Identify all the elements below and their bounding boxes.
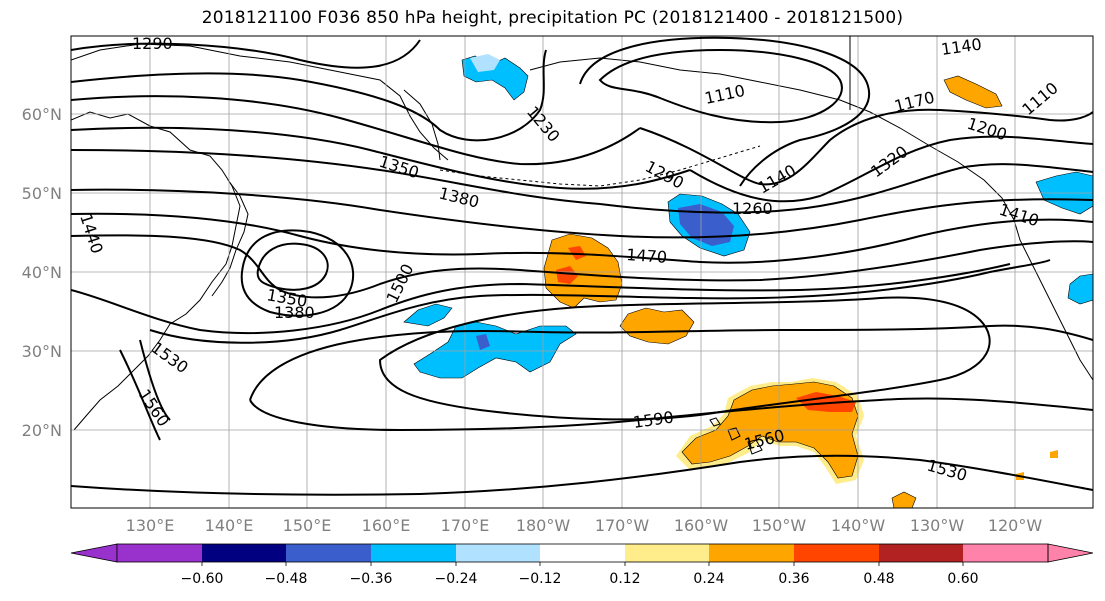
map-title: 2018121100 F036 850 hPa height, precipit… xyxy=(201,8,904,28)
lon-label: 140°W xyxy=(831,516,886,535)
colorbar-extend-min xyxy=(70,543,118,563)
precip-negative-area xyxy=(470,54,500,72)
lon-label: 150°W xyxy=(752,516,807,535)
lon-label: 160°E xyxy=(362,516,411,535)
height-contour xyxy=(119,349,161,441)
precip-negative-area xyxy=(1067,273,1093,305)
height-contour xyxy=(639,108,1093,186)
lon-label: 130°W xyxy=(910,516,965,535)
coastline-hawaii xyxy=(709,417,763,455)
precip-positive-area xyxy=(1050,450,1058,458)
height-contour xyxy=(71,454,1093,496)
colorbar-segment xyxy=(371,544,456,562)
height-contour xyxy=(71,49,547,142)
colorbar: −0.60 −0.48 −0.36 −0.24 −0.12 0.12 0.24 … xyxy=(70,543,1094,587)
lat-label: 40°N xyxy=(22,263,62,282)
height-contour xyxy=(71,263,1011,335)
height-contour xyxy=(689,135,1093,203)
colorbar-tick-label: −0.36 xyxy=(350,571,393,587)
height-contour xyxy=(249,397,1093,432)
height-contour xyxy=(71,234,1093,299)
precip-positive-area xyxy=(543,233,623,309)
precip-positive-core xyxy=(556,266,578,284)
colorbar-frame xyxy=(116,543,1049,563)
height-contour xyxy=(71,212,1093,264)
colorbar-tick-labels: −0.60 −0.48 −0.36 −0.24 −0.12 0.12 0.24 … xyxy=(181,571,979,587)
coastline-aleutians xyxy=(439,145,761,187)
height-contour xyxy=(599,163,1093,214)
contour-label: 1380 xyxy=(274,303,315,322)
height-contour xyxy=(378,296,991,421)
precip-positive-core xyxy=(796,392,856,412)
lat-labels: 60°N 50°N 40°N 30°N 20°N xyxy=(22,105,62,440)
precip-negative-area xyxy=(413,321,577,379)
precip-positive-area xyxy=(891,491,917,508)
precip-negative-core xyxy=(678,204,734,246)
height-contour xyxy=(139,339,171,421)
lat-label: 60°N xyxy=(22,105,62,124)
colorbar-segment xyxy=(963,544,1048,562)
lon-label: 120°W xyxy=(988,516,1043,535)
precip-negative-core xyxy=(476,334,490,350)
plot-frame xyxy=(70,35,1094,509)
plot-area: 1290 1230 1110 1140 1170 1200 1140 1350 … xyxy=(71,34,1093,508)
lat-label: 50°N xyxy=(22,184,62,203)
colorbar-extend-max xyxy=(1047,543,1094,563)
colorbar-tick-label: −0.48 xyxy=(265,571,308,587)
height-contour xyxy=(240,229,355,317)
precip-positive-area xyxy=(943,75,1003,109)
height-contour xyxy=(149,259,1051,344)
colorbar-segment xyxy=(456,544,540,562)
coastline-alaska xyxy=(529,57,1093,381)
colorbar-tick-label: 0.12 xyxy=(609,571,640,587)
height-contour xyxy=(71,126,691,190)
colorbar-tick-label: 0.36 xyxy=(778,571,809,587)
height-contour xyxy=(249,324,1093,401)
contour-label: 1290 xyxy=(132,34,173,53)
height-contour xyxy=(598,48,843,124)
lat-label: 20°N xyxy=(22,421,62,440)
lon-label: 180°W xyxy=(516,516,571,535)
colorbar-segment xyxy=(286,544,371,562)
height-contour xyxy=(71,95,641,166)
colorbar-tick-label: −0.12 xyxy=(519,571,562,587)
colorbar-tick-label: −0.60 xyxy=(181,571,224,587)
precip-shading xyxy=(403,54,1093,508)
contour-label: 1140 xyxy=(940,34,983,58)
colorbar-segment xyxy=(794,544,879,562)
lon-label: 140°E xyxy=(205,516,254,535)
height-contour xyxy=(71,188,1093,239)
lat-label: 30°N xyxy=(22,342,62,361)
height-contour xyxy=(71,149,601,205)
colorbar-segment xyxy=(879,544,963,562)
colorbar-tick-label: 0.48 xyxy=(863,571,894,587)
lon-labels: 130°E 140°E 150°E 160°E 170°E 180°W 170°… xyxy=(126,516,1043,535)
lon-label: 130°E xyxy=(126,516,175,535)
colorbar-ticks xyxy=(201,562,964,566)
colorbar-segment xyxy=(540,544,625,562)
height-contours xyxy=(71,36,1093,496)
colorbar-segment xyxy=(202,544,286,562)
lon-label: 170°W xyxy=(595,516,650,535)
height-contour xyxy=(579,36,871,187)
lon-label: 160°W xyxy=(674,516,729,535)
colorbar-tick-label: −0.24 xyxy=(435,571,478,587)
colorbar-tick-label: 0.24 xyxy=(693,571,724,587)
colorbar-segment xyxy=(709,544,794,562)
colorbar-segment xyxy=(117,544,202,562)
colorbar-tick-label: 0.60 xyxy=(947,571,978,587)
height-contour xyxy=(71,39,421,69)
lon-label: 170°E xyxy=(441,516,490,535)
lon-label: 150°E xyxy=(283,516,332,535)
height-contour xyxy=(256,242,329,291)
contour-label: 1470 xyxy=(626,245,668,267)
colorbar-segment xyxy=(625,544,709,562)
contour-label: 1260 xyxy=(732,199,773,218)
precip-positive-core xyxy=(568,246,586,260)
precip-negative-area xyxy=(403,303,453,327)
coastline-japan xyxy=(211,179,249,297)
